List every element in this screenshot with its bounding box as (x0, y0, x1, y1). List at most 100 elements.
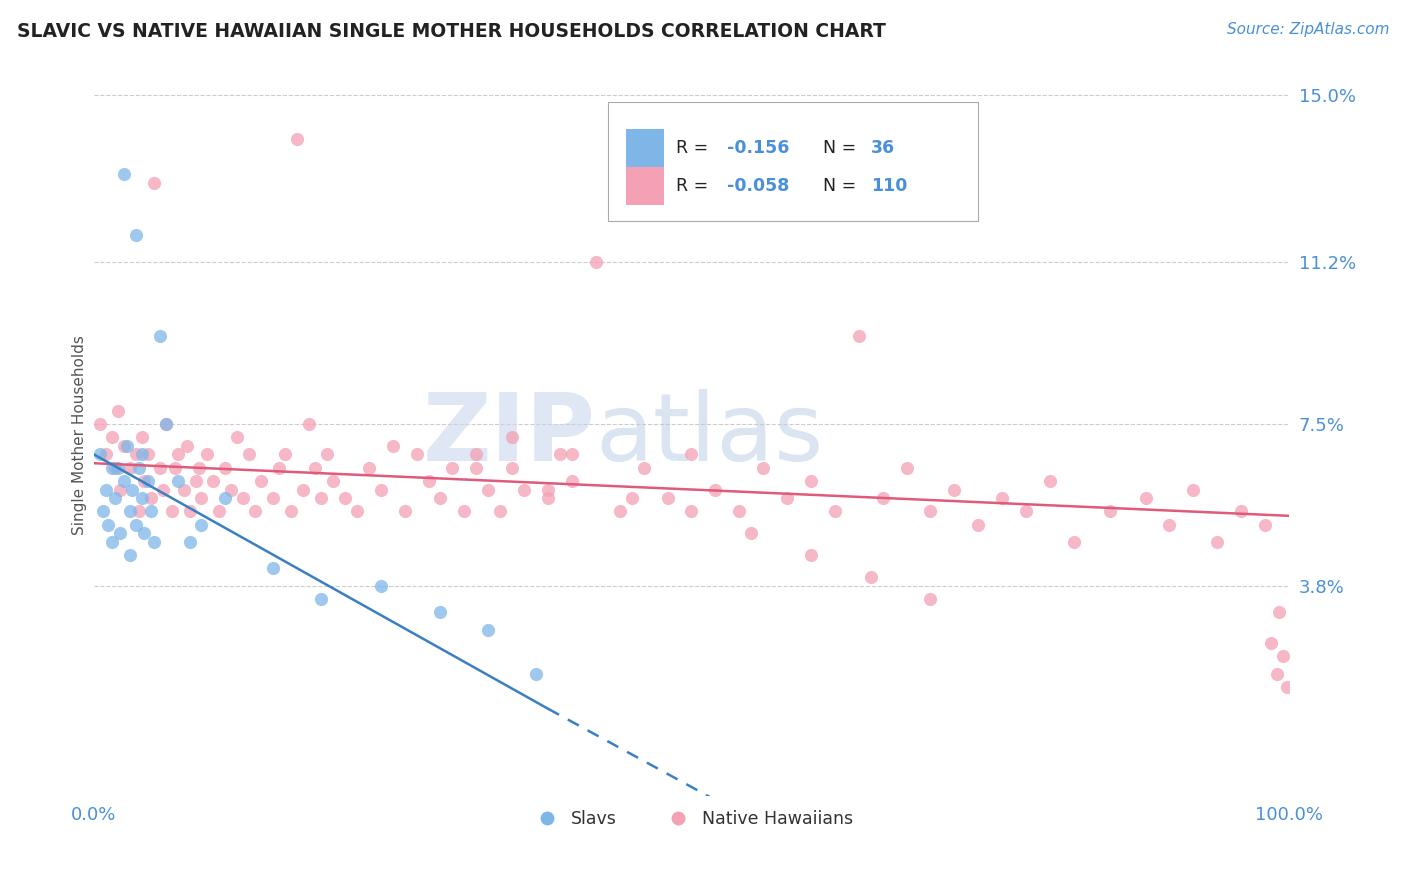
Point (112, 167, 135, 181)
Point (967, 517, 990, 532)
Point (134, 474, 156, 488)
Point (112, 474, 135, 488)
Point (188, 460, 211, 475)
Point (943, 483, 966, 497)
Point (1182, 483, 1205, 497)
Point (1159, 517, 1181, 532)
Point (1268, 605, 1291, 619)
Point (920, 504, 942, 518)
Point (131, 491, 153, 506)
Text: N =: N = (823, 139, 862, 157)
Point (304, 460, 326, 475)
Point (166, 474, 188, 488)
Point (118, 460, 141, 475)
Point (1063, 535, 1085, 549)
Point (381, 439, 404, 453)
Point (136, 447, 159, 461)
Text: -0.156: -0.156 (727, 139, 790, 157)
Point (800, 549, 823, 563)
Point (633, 460, 655, 475)
Point (190, 491, 212, 506)
Point (752, 460, 775, 475)
Text: R =: R = (676, 178, 714, 195)
Point (101, 430, 124, 444)
Point (262, 491, 284, 506)
Point (118, 504, 141, 518)
Point (274, 447, 297, 461)
Point (197, 447, 219, 461)
Point (513, 483, 536, 497)
Point (1039, 474, 1062, 488)
Point (149, 329, 172, 343)
Point (800, 474, 823, 488)
Point (131, 447, 153, 461)
Point (1254, 517, 1277, 532)
Point (125, 447, 148, 461)
FancyBboxPatch shape (607, 102, 979, 221)
Point (848, 329, 870, 343)
Point (657, 491, 679, 506)
Point (155, 417, 177, 431)
Point (97, 517, 120, 532)
Point (1260, 636, 1282, 650)
Point (134, 526, 156, 541)
Point (285, 132, 308, 146)
Point (501, 430, 523, 444)
Legend: Slavs, Native Hawaiians: Slavs, Native Hawaiians (523, 803, 860, 835)
Text: Source: ZipAtlas.com: Source: ZipAtlas.com (1226, 22, 1389, 37)
Point (93, 504, 115, 518)
Point (561, 474, 583, 488)
Text: N =: N = (823, 178, 862, 195)
Point (394, 504, 416, 518)
Point (149, 460, 172, 475)
Point (316, 447, 339, 461)
Point (477, 623, 499, 637)
Point (896, 460, 918, 475)
Point (269, 460, 291, 475)
Point (184, 474, 207, 488)
Point (824, 504, 846, 518)
Point (309, 491, 332, 506)
Point (110, 526, 132, 541)
Text: atlas: atlas (596, 389, 824, 481)
Point (370, 579, 392, 593)
Point (226, 430, 249, 444)
Point (429, 605, 451, 619)
Point (110, 483, 132, 497)
Point (107, 460, 129, 475)
Point (585, 254, 607, 268)
Point (214, 491, 236, 506)
Point (141, 504, 163, 518)
Point (125, 517, 148, 532)
Point (107, 403, 129, 417)
Point (681, 504, 703, 518)
Point (740, 526, 762, 541)
Point (292, 483, 315, 497)
Point (173, 483, 195, 497)
Point (101, 535, 124, 549)
Point (872, 491, 894, 506)
Point (104, 491, 127, 506)
Text: SLAVIC VS NATIVE HAWAIIAN SINGLE MOTHER HOUSEHOLDS CORRELATION CHART: SLAVIC VS NATIVE HAWAIIAN SINGLE MOTHER … (17, 22, 886, 41)
Point (1265, 666, 1288, 681)
Point (250, 474, 273, 488)
Point (453, 504, 475, 518)
Text: -0.058: -0.058 (727, 178, 790, 195)
Point (501, 460, 523, 475)
Point (859, 570, 882, 584)
Point (89, 417, 111, 431)
Text: R =: R = (676, 139, 714, 157)
Point (405, 447, 427, 461)
Point (309, 592, 332, 607)
Point (112, 439, 135, 453)
Point (262, 561, 284, 575)
Point (221, 483, 243, 497)
Point (280, 504, 302, 518)
Point (179, 535, 201, 549)
Point (298, 417, 321, 431)
Point (704, 483, 727, 497)
Point (118, 549, 141, 563)
Point (142, 176, 165, 190)
FancyBboxPatch shape (626, 168, 664, 205)
Point (1098, 504, 1121, 518)
